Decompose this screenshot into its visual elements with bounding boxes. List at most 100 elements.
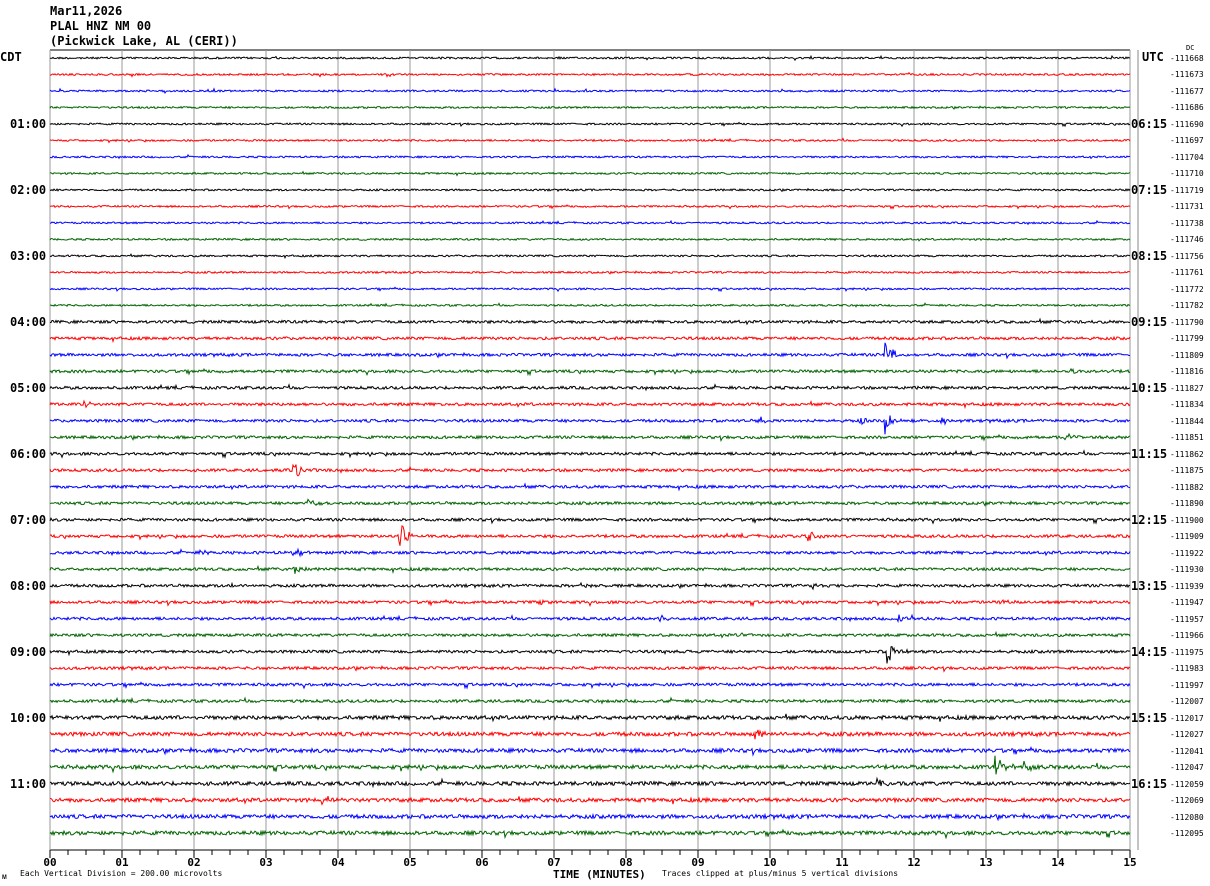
seismic-trace [49, 681, 1131, 690]
seismic-trace [49, 564, 1131, 575]
seismic-trace [49, 812, 1131, 822]
x-tick-label: 04 [331, 856, 345, 869]
utc-hour-label: 16:15 [1131, 776, 1168, 791]
seismic-trace [49, 121, 1131, 128]
dc-offset-label: -111816 [1170, 367, 1204, 377]
dc-offset-label: -111827 [1170, 383, 1204, 393]
cdt-hour-label: 11:00 [10, 776, 47, 791]
right-timezone: UTC [1142, 50, 1164, 64]
dc-offset-label: -111719 [1170, 185, 1204, 195]
dc-offset-label: -112017 [1170, 713, 1204, 723]
seismic-trace [49, 449, 1131, 459]
x-tick-label: 14 [1051, 856, 1065, 869]
seismic-trace [49, 105, 1131, 110]
dc-offset-label: -111975 [1170, 647, 1204, 657]
x-tick-label: 00 [43, 856, 56, 869]
seismic-trace [49, 630, 1131, 639]
dc-offset-label: -111799 [1170, 334, 1204, 344]
dc-offset-label: -111809 [1170, 350, 1204, 360]
seismic-trace [49, 598, 1131, 608]
dc-offset-label: -112059 [1170, 779, 1204, 789]
clip-note: Traces clipped at plus/minus 5 vertical … [662, 869, 899, 878]
cdt-hour-label: 02:00 [10, 182, 47, 197]
seismic-trace [49, 581, 1131, 591]
dc-offset-label: -111690 [1170, 119, 1204, 129]
seismic-trace [49, 525, 1131, 546]
date-label: Mar11,2026 [50, 4, 123, 18]
x-tick-label: 07 [547, 856, 560, 869]
dc-offset-label: -111966 [1170, 631, 1204, 641]
seismic-trace [49, 302, 1131, 308]
seismic-trace [49, 153, 1131, 160]
x-axis-label: TIME (MINUTES) [553, 868, 646, 881]
seismic-trace [49, 516, 1131, 525]
seismic-trace [49, 286, 1131, 293]
seismic-trace [49, 482, 1131, 492]
utc-hour-label: 14:15 [1131, 644, 1168, 659]
dc-offset-label: -112095 [1170, 829, 1204, 838]
cdt-hour-label: 09:00 [10, 644, 47, 659]
scale-note: Each Vertical Division = 200.00 microvol… [20, 869, 223, 878]
dc-offset-label: -112007 [1170, 697, 1204, 707]
seismic-trace [49, 696, 1131, 705]
dc-label: DC [1186, 44, 1195, 52]
seismic-trace [49, 399, 1131, 410]
dc-offset-label: -111834 [1170, 400, 1204, 410]
dc-offset-label: -111772 [1170, 284, 1204, 294]
dc-offset-label: -111930 [1170, 565, 1204, 575]
cdt-hour-label: 07:00 [10, 512, 47, 527]
dc-offset-label: -111756 [1170, 251, 1204, 261]
dc-offset-label: -111738 [1170, 218, 1204, 228]
dc-offset-label: -111851 [1170, 433, 1204, 443]
location-label: (Pickwick Lake, AL (CERI)) [50, 34, 238, 48]
seismic-trace [49, 729, 1131, 740]
dc-offset-label: -111922 [1170, 548, 1204, 558]
dc-offset-label: -111731 [1170, 202, 1204, 212]
dc-offset-label: -111677 [1170, 86, 1204, 96]
seismic-trace [49, 547, 1131, 558]
dc-offset-label: -111957 [1170, 614, 1204, 624]
x-tick-label: 11 [835, 856, 849, 869]
dc-offset-label: -111697 [1170, 136, 1204, 146]
utc-hour-label: 13:15 [1131, 578, 1168, 593]
seismic-trace [50, 71, 1131, 78]
utc-hour-label: 09:15 [1131, 314, 1168, 329]
cdt-hour-label: 05:00 [10, 380, 47, 395]
utc-hour-label: 11:15 [1131, 446, 1168, 461]
dc-offset-label: -111844 [1170, 416, 1204, 426]
utc-hour-label: 12:15 [1131, 512, 1168, 527]
seismic-trace [49, 795, 1131, 806]
cdt-hour-label: 01:00 [10, 116, 47, 131]
seismic-trace [49, 498, 1131, 507]
seismic-trace [49, 87, 1131, 94]
seismic-trace [49, 253, 1131, 260]
dc-offset-label: -111710 [1170, 169, 1204, 179]
seismic-trace [49, 204, 1131, 210]
seismic-trace [49, 755, 1131, 775]
cdt-hour-label: 10:00 [10, 710, 47, 725]
x-tick-label: 10 [763, 856, 776, 869]
seismic-trace [49, 383, 1131, 392]
x-tick-label: 06 [475, 856, 489, 869]
x-tick-label: 03 [259, 856, 272, 869]
cdt-hour-label: 04:00 [10, 314, 47, 329]
x-tick-label: 01 [115, 856, 129, 869]
utc-hour-label: 07:15 [1131, 182, 1168, 197]
cdt-hour-label: 03:00 [10, 248, 47, 263]
x-tick-label: 05 [403, 856, 416, 869]
left-timezone: CDT [0, 50, 22, 64]
utc-hour-label: 15:15 [1131, 710, 1168, 725]
corner-mark: ᴍ [2, 872, 7, 881]
seismic-trace [49, 237, 1131, 242]
seismic-trace [49, 270, 1131, 275]
dc-offset-label: -111668 [1170, 54, 1204, 63]
seismic-trace [49, 137, 1131, 144]
dc-offset-label: -111909 [1170, 532, 1204, 542]
seismic-trace [49, 665, 1131, 673]
seismic-trace [49, 367, 1131, 377]
dc-offset-label: -111890 [1170, 499, 1204, 509]
x-tick-label: 13 [979, 856, 992, 869]
dc-offset-label: -111882 [1170, 482, 1204, 492]
dc-offset-label: -111947 [1170, 598, 1204, 608]
